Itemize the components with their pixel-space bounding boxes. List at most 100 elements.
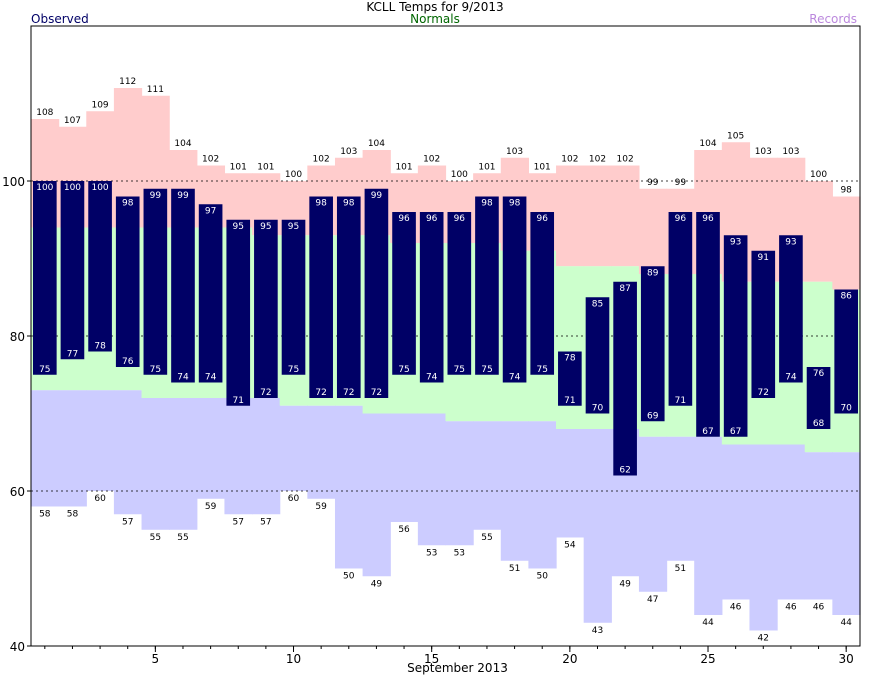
observed-bar-day-21 [585,297,610,414]
observed-bar-day-19 [530,212,555,375]
observed-low-label-day-25: 67 [702,427,713,437]
legend-observed: Observed [31,12,89,26]
y-tick-label-80: 80 [10,330,25,344]
record-low-band-day-27 [749,444,778,631]
record-high-band-day-22 [611,165,640,267]
record-low-band-day-4 [113,390,143,515]
observed-low-label-day-7: 74 [205,373,217,383]
record-low-label-day-16: 53 [454,548,465,558]
record-high-label-day-26: 105 [727,131,744,141]
observed-bar-day-8 [226,219,251,406]
observed-low-label-day-22: 62 [619,466,630,476]
observed-low-label-day-3: 78 [94,342,106,352]
observed-low-label-day-16: 75 [454,365,465,375]
observed-high-label-day-14: 96 [398,214,410,224]
record-low-band-day-25 [694,436,723,615]
observed-low-label-day-14: 75 [398,365,409,375]
record-low-band-day-20 [556,429,585,538]
record-high-label-day-29: 100 [810,170,827,180]
record-high-band-day-20 [556,165,585,267]
observed-high-label-day-1: 100 [36,183,53,193]
gridlines [31,180,860,492]
record-low-label-day-23: 47 [647,595,658,605]
x-tick-label-30: 30 [839,652,854,666]
observed-bar-day-2 [60,181,85,360]
observed-low-label-day-6: 74 [177,373,189,383]
observed-low-label-day-5: 75 [150,365,161,375]
observed-high-label-day-25: 96 [702,214,714,224]
record-low-band-day-15 [417,413,447,546]
y-tick-label-40: 40 [10,640,25,654]
observed-bar-day-16 [447,212,472,375]
observed-bar-day-5 [143,188,168,375]
observed-bar-day-27 [751,250,776,398]
axis-ticks: 40 60 80 100 5 10 15 20 25 30 [2,175,854,666]
record-low-label-day-8: 57 [233,517,244,527]
record-high-label-day-3: 109 [91,100,108,110]
observed-bar-day-29 [806,367,831,429]
observed-low-label-day-2: 77 [67,349,78,359]
observed-bar-day-25 [696,212,720,437]
record-low-label-day-5: 55 [150,533,161,543]
record-low-label-day-7: 59 [205,502,217,512]
observed-low-label-day-19: 75 [536,365,547,375]
observed-high-label-day-17: 98 [481,199,493,209]
observed-low-label-day-1: 75 [39,365,50,375]
observed-low-label-day-29: 68 [813,419,825,429]
observed-low-label-day-12: 72 [343,388,354,398]
record-low-label-day-1: 58 [39,510,51,520]
record-low-band-day-29 [804,452,833,600]
record-low-band-day-7 [196,398,226,499]
record-low-label-day-20: 54 [564,541,576,551]
chart-title: KCLL Temps for 9/2013 [366,0,504,14]
x-tick-label-5: 5 [152,652,160,666]
observed-bar-day-22 [613,281,637,476]
observed-low-label-day-30: 70 [840,404,852,414]
record-low-band-day-13 [362,413,391,577]
observed-high-label-day-27: 91 [758,253,769,263]
observed-bar-day-23 [640,266,665,422]
record-low-band-day-23 [638,436,668,592]
observed-high-label-day-20: 78 [564,354,576,364]
record-low-label-day-24: 51 [675,564,686,574]
observed-low-label-day-9: 72 [260,388,271,398]
observed-bar-day-11 [309,196,333,398]
observed-bar-day-17 [475,196,499,375]
value-labels: 100 75 108 58 100 77 107 58 100 78 109 60 98 76 112 57 9… [36,77,852,644]
record-low-label-day-19: 50 [536,572,548,582]
observed-bar-day-10 [281,219,306,375]
observed-bar-day-13 [364,188,389,398]
record-high-label-day-6: 104 [174,139,191,149]
record-high-label-day-9: 101 [257,162,274,172]
record-low-label-day-29: 46 [813,603,825,613]
record-high-label-day-16: 100 [451,170,468,180]
observed-high-label-day-23: 89 [647,268,659,278]
record-low-band-day-14 [390,413,419,522]
observed-high-label-day-24: 96 [675,214,687,224]
observed-high-label-day-11: 98 [315,199,327,209]
record-low-label-day-21: 43 [592,626,603,636]
record-low-band-day-16 [445,421,474,546]
observed-bar-day-12 [336,196,361,398]
y-tick-label-60: 60 [10,485,25,499]
record-low-band-day-1 [31,390,60,507]
record-high-band-day-29 [804,181,833,282]
observed-low-label-day-4: 76 [122,357,134,367]
observed-bar-day-7 [198,204,223,383]
observed-bar-day-4 [115,196,140,367]
observed-bar-day-28 [779,235,803,383]
record-low-band-day-5 [141,398,170,530]
record-low-label-day-3: 60 [94,494,106,504]
observed-high-label-day-9: 95 [260,222,271,232]
record-high-label-day-22: 102 [617,155,634,165]
record-high-label-day-20: 102 [561,155,578,165]
observed-high-label-day-8: 95 [233,222,244,232]
x-tick-label-25: 25 [700,652,715,666]
observed-high-label-day-29: 76 [813,369,825,379]
observed-high-label-day-3: 100 [91,183,108,193]
observed-high-label-day-30: 86 [840,292,852,302]
record-high-band-day-30 [832,196,861,290]
record-low-label-day-28: 46 [785,603,797,613]
observed-bar-day-6 [171,188,195,383]
record-low-band-day-10 [279,405,308,491]
